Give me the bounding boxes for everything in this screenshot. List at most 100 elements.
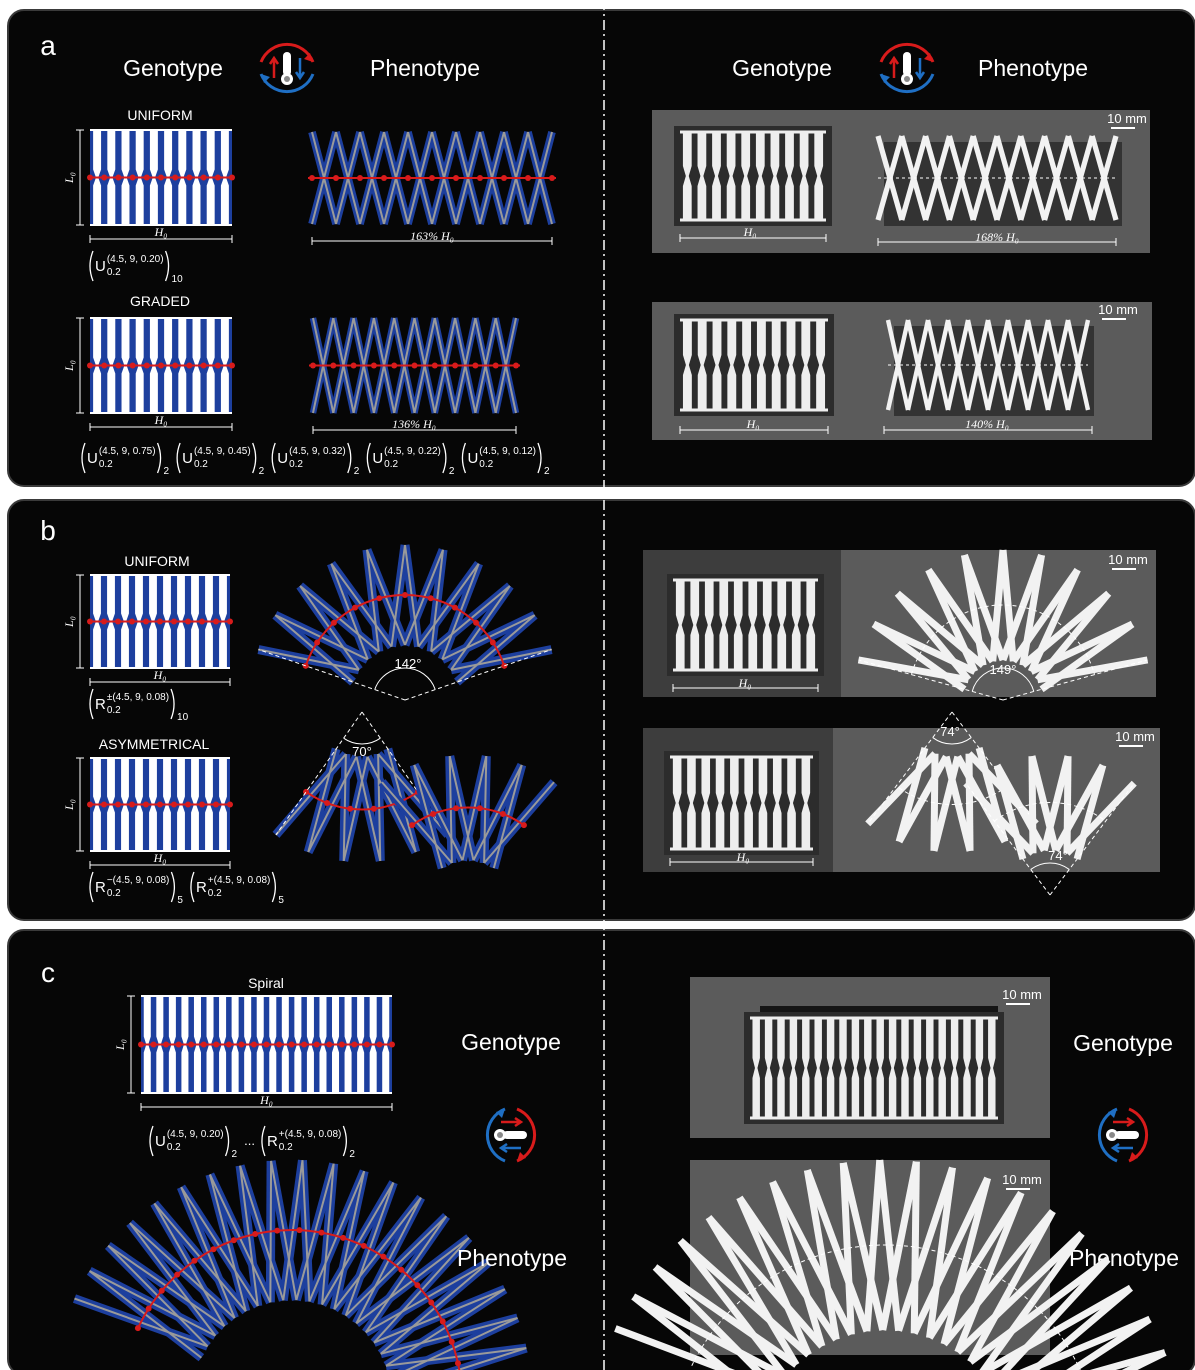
hinge-dot bbox=[199, 619, 205, 625]
hinge-dot bbox=[276, 1042, 282, 1048]
hinge-dot bbox=[213, 1042, 219, 1048]
hinge-dot bbox=[151, 1042, 157, 1048]
heading: Phenotype bbox=[370, 55, 480, 81]
thermometer bbox=[503, 1131, 527, 1139]
hinge-dot bbox=[473, 620, 479, 626]
hinge-dot bbox=[213, 619, 219, 625]
formula-base: R bbox=[95, 879, 106, 896]
hinge-dot bbox=[215, 363, 221, 369]
hinge-dot bbox=[398, 1267, 404, 1273]
heading: Phenotype bbox=[978, 55, 1088, 81]
hinge-dot bbox=[326, 1042, 332, 1048]
width-label: 136% H₀ bbox=[392, 417, 436, 431]
scale-label: 10 mm bbox=[1098, 302, 1138, 317]
formula-sub: 0.2 bbox=[99, 459, 113, 470]
hinge-dot bbox=[339, 1042, 345, 1048]
angle-label: 74° bbox=[1048, 848, 1068, 863]
hinge-dot bbox=[452, 363, 458, 369]
formula-base: R bbox=[95, 696, 106, 713]
hinge-dot bbox=[330, 363, 336, 369]
hinge-dot bbox=[115, 363, 121, 369]
panel-label: b bbox=[40, 515, 56, 546]
hinge-dot bbox=[352, 605, 358, 611]
formula-sub: 0.2 bbox=[279, 1142, 293, 1153]
formula-base: U bbox=[277, 450, 288, 467]
length-label: L₀ bbox=[113, 1039, 127, 1051]
hinge-dot bbox=[174, 1272, 180, 1278]
hinge-dot bbox=[449, 1339, 455, 1345]
hinge-dot bbox=[252, 1231, 258, 1237]
formula-sup: (4.5, 9, 0.22) bbox=[384, 446, 441, 457]
hinge-dot bbox=[188, 1042, 194, 1048]
hinge-dot bbox=[428, 595, 434, 601]
hinge-dot bbox=[414, 1282, 420, 1288]
thermometer-core bbox=[284, 76, 290, 82]
hinge-dot bbox=[158, 363, 164, 369]
hinge-dot bbox=[159, 1288, 165, 1294]
formula-sub: 0.2 bbox=[289, 459, 303, 470]
hinge-dot bbox=[402, 592, 408, 598]
hinge-dot bbox=[87, 802, 93, 808]
hinge-dot bbox=[101, 175, 107, 181]
heading: Genotype bbox=[1073, 1030, 1173, 1056]
hinge-dot bbox=[186, 363, 192, 369]
hinge-dot bbox=[371, 363, 377, 369]
length-label: L₀ bbox=[62, 799, 76, 811]
hinge-dot bbox=[405, 175, 411, 181]
page: aGenotypePhenotypeGenotypePhenotypeUNIFO… bbox=[0, 0, 1195, 1370]
section-title: ASYMMETRICAL bbox=[99, 736, 210, 752]
separator: ... bbox=[244, 1133, 255, 1148]
hinge-dot bbox=[412, 363, 418, 369]
formula-sub: 0.2 bbox=[167, 1142, 181, 1153]
panel-label: a bbox=[40, 30, 56, 61]
width-label: H₀ bbox=[736, 850, 750, 864]
hinge-dot bbox=[143, 802, 149, 808]
hinge-dot bbox=[211, 1246, 217, 1252]
hinge-dot bbox=[472, 363, 478, 369]
hinge-dot bbox=[314, 640, 320, 646]
hinge-dot bbox=[227, 802, 233, 808]
hinge-dot bbox=[157, 619, 163, 625]
formula-base: U bbox=[467, 450, 478, 467]
thermometer bbox=[903, 52, 911, 76]
width-label: 168% H₀ bbox=[975, 230, 1019, 244]
formula-base: U bbox=[87, 450, 98, 467]
angle-label: 142° bbox=[395, 656, 422, 671]
hinge-dot bbox=[144, 175, 150, 181]
hinge-dot bbox=[238, 1042, 244, 1048]
hinge-dot bbox=[87, 175, 93, 181]
hinge-dot bbox=[389, 1042, 395, 1048]
hinge-dot bbox=[171, 802, 177, 808]
hinge-dot bbox=[176, 1042, 182, 1048]
width-label: H₀ bbox=[154, 225, 168, 239]
hinge-dot bbox=[87, 619, 93, 625]
hinge-dot bbox=[172, 175, 178, 181]
hinge-dot bbox=[324, 800, 330, 806]
hinge-dot bbox=[521, 822, 527, 828]
hinge-dot bbox=[171, 619, 177, 625]
hinge-dot bbox=[381, 175, 387, 181]
width-label: H₀ bbox=[259, 1093, 273, 1107]
hinge-dot bbox=[477, 175, 483, 181]
formula-sup: +(4.5, 9, 0.08) bbox=[279, 1129, 342, 1140]
hinge-dot bbox=[409, 822, 415, 828]
hinge-dot bbox=[493, 363, 499, 369]
hinge-dot bbox=[185, 619, 191, 625]
hinge-dot bbox=[391, 363, 397, 369]
formula-count: 10 bbox=[177, 712, 189, 723]
hinge-dot bbox=[146, 1306, 152, 1312]
length-label: L₀ bbox=[62, 360, 76, 372]
formula-sup: (4.5, 9, 0.45) bbox=[194, 446, 251, 457]
hinge-dot bbox=[163, 1042, 169, 1048]
hinge-dot bbox=[172, 363, 178, 369]
formula-sub: 0.2 bbox=[107, 888, 121, 899]
heading: Genotype bbox=[461, 1029, 561, 1055]
heading: Phenotype bbox=[457, 1245, 567, 1271]
hinge-dot bbox=[115, 802, 121, 808]
thermometer-core bbox=[497, 1132, 503, 1138]
hinge-dot bbox=[371, 806, 377, 812]
hinge-dot bbox=[303, 663, 309, 669]
formula-sup: (4.5, 9, 0.32) bbox=[289, 446, 346, 457]
width-label: H₀ bbox=[746, 417, 760, 431]
figure: aGenotypePhenotypeGenotypePhenotypeUNIFO… bbox=[0, 0, 1195, 1370]
